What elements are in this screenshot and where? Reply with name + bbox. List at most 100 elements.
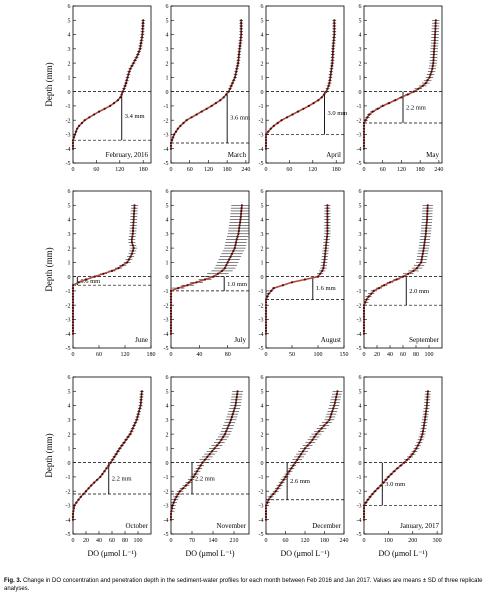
data-point: [302, 107, 305, 110]
data-point: [366, 116, 369, 119]
data-point: [222, 96, 225, 99]
data-point: [325, 421, 328, 424]
data-point: [140, 395, 143, 399]
data-point: [206, 455, 209, 458]
y-tick-label: 3: [68, 418, 71, 424]
data-point: [426, 398, 429, 401]
data-point: [362, 144, 366, 147]
data-point: [372, 289, 375, 292]
data-point: [426, 204, 429, 207]
data-point: [335, 395, 338, 399]
x-tick-label: 180: [223, 167, 232, 173]
data-point: [267, 130, 270, 133]
data-point: [120, 444, 123, 447]
y-tick-label: 5: [261, 18, 264, 24]
plot-frame: [363, 190, 443, 349]
data-point: [230, 252, 234, 255]
data-point: [425, 221, 428, 224]
x-tick-label: 300: [433, 538, 442, 544]
data-point: [182, 121, 185, 125]
y-tick-label: -5: [66, 161, 71, 167]
y-tick-label: -4: [357, 518, 362, 524]
data-point: [422, 427, 425, 430]
data-point: [364, 119, 367, 122]
data-point: [423, 238, 427, 241]
y-tick-label: 5: [261, 203, 264, 209]
data-point: [422, 424, 426, 427]
data-point: [333, 30, 336, 33]
penetration-label: 2.2 mm: [112, 475, 132, 482]
data-point: [362, 326, 366, 330]
y-tick-label: 1: [261, 261, 264, 267]
data-point: [367, 295, 370, 298]
data-point: [87, 487, 90, 490]
data-point: [331, 53, 334, 56]
data-point: [387, 475, 390, 478]
data-point: [127, 73, 130, 76]
data-point: [139, 42, 143, 45]
data-point: [239, 39, 242, 42]
data-point: [169, 318, 173, 321]
data-point: [232, 79, 235, 82]
data-point: [291, 113, 294, 116]
data-point: [240, 30, 243, 33]
y-tick-label: -3: [66, 504, 71, 510]
data-point: [284, 475, 287, 478]
data-point: [362, 133, 366, 136]
data-point: [377, 287, 381, 290]
data-point: [272, 287, 275, 290]
data-point: [71, 326, 75, 330]
data-point: [71, 298, 75, 301]
panel-title: April: [326, 151, 341, 159]
data-point: [235, 395, 238, 399]
y-tick-label: 3: [68, 232, 71, 238]
data-point: [264, 144, 268, 147]
y-tick-label: -1: [259, 475, 264, 481]
y-tick-label: -4: [164, 518, 169, 524]
data-point: [78, 124, 81, 127]
data-point: [326, 224, 329, 227]
data-point: [425, 404, 428, 407]
y-tick-label: 2: [359, 246, 362, 252]
plot-frame: [72, 376, 152, 535]
data-point: [326, 221, 329, 224]
data-point: [177, 287, 180, 290]
y-tick-label: 4: [359, 404, 362, 410]
data-point: [130, 252, 133, 255]
x-tick-label: 60: [283, 538, 289, 544]
data-point: [169, 324, 173, 327]
profile-curve: [170, 20, 242, 149]
panel-title: August: [321, 336, 341, 344]
data-point: [237, 229, 240, 233]
data-point: [362, 306, 366, 310]
data-point: [333, 19, 336, 22]
data-point: [362, 518, 366, 521]
data-point: [371, 492, 374, 496]
data-point: [169, 332, 173, 335]
data-point: [272, 492, 275, 496]
y-tick-label: 5: [359, 18, 362, 24]
y-tick-label: -4: [259, 147, 264, 153]
data-point: [169, 301, 173, 304]
data-point: [71, 312, 75, 315]
x-tick-label: 150: [340, 352, 349, 358]
y-tick-label: 4: [166, 33, 169, 39]
data-point: [203, 458, 206, 461]
profile-curve: [72, 391, 143, 520]
penetration-label: 3.0 mm: [385, 481, 405, 488]
y-tick-label: 2: [166, 61, 169, 67]
data-point: [264, 147, 268, 150]
data-point: [127, 435, 130, 438]
data-point: [423, 241, 426, 244]
y-tick-label: 5: [166, 389, 169, 395]
data-point: [428, 76, 431, 79]
data-point: [399, 464, 402, 467]
x-tick-label: 80: [122, 538, 128, 544]
x-tick-label: 0: [170, 352, 173, 358]
data-point: [218, 441, 221, 444]
data-point: [130, 238, 133, 241]
data-point: [71, 295, 75, 298]
y-tick-label: 3: [166, 232, 169, 238]
data-point: [236, 393, 239, 396]
